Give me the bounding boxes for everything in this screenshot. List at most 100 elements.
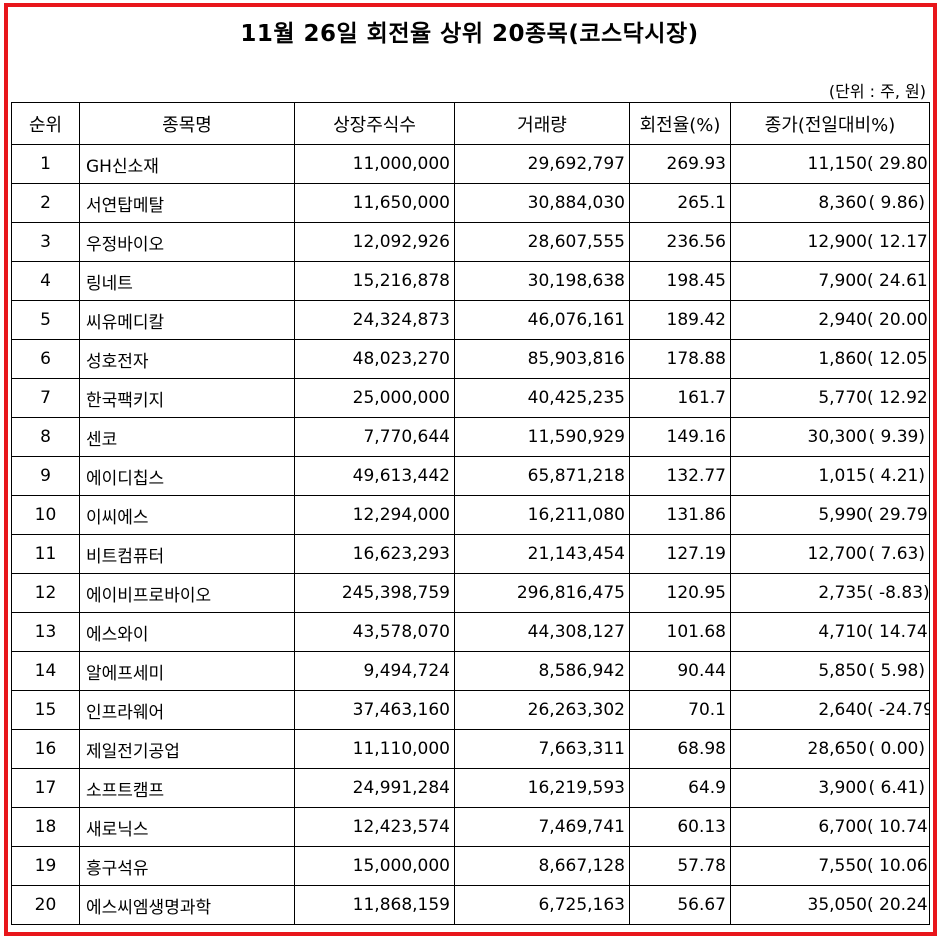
table-row: 9 에이디칩스 49,613,442 65,871,218 132.77 1,015( 4…	[11, 456, 930, 496]
name-cell: 새로닉스	[79, 807, 295, 847]
rank-cell: 19	[11, 846, 80, 886]
shares-cell: 9,494,724	[294, 651, 455, 691]
name-cell: 성호전자	[79, 339, 295, 379]
price-cell: 35,050( 20.24)	[730, 885, 930, 925]
turnover-cell: 101.68	[629, 612, 731, 652]
close-price: 2,940	[818, 310, 867, 330]
change-percent: ( 20.00)	[867, 310, 930, 330]
close-price: 12,700	[807, 544, 867, 564]
change-percent: ( 0.00)	[868, 739, 925, 759]
shares-cell: 16,623,293	[294, 534, 455, 574]
price-cell: 3,900( 6.41)	[730, 768, 930, 808]
change-percent: ( -24.79)	[867, 700, 929, 720]
name-cell: 에이비프로바이오	[79, 573, 295, 613]
volume-cell: 40,425,235	[454, 378, 630, 418]
rank-cell: 6	[11, 339, 80, 379]
rank-cell: 11	[11, 534, 80, 574]
table-row: 18 새로닉스 12,423,574 7,469,741 60.13 6,700( 10.…	[11, 807, 930, 847]
close-price: 11,150	[807, 154, 867, 174]
rank-cell: 10	[11, 495, 80, 535]
volume-cell: 16,219,593	[454, 768, 630, 808]
table-row: 7 한국팩키지 25,000,000 40,425,235 161.7 5,770( 12…	[11, 378, 930, 418]
close-price: 7,550	[818, 856, 867, 876]
table-row: 15 인프라웨어 37,463,160 26,263,302 70.1 2,640( -2…	[11, 690, 930, 730]
rank-cell: 1	[11, 144, 80, 184]
table-row: 20 에스씨엠생명과학 11,868,159 6,725,163 56.67 35,050…	[11, 885, 930, 925]
price-cell: 12,700( 7.63)	[730, 534, 930, 574]
rank-cell: 18	[11, 807, 80, 847]
page-title: 11월 26일 회전율 상위 20종목(코스닥시장)	[240, 21, 699, 47]
close-price: 2,735	[818, 583, 867, 603]
unit-note: (단위 : 주, 원)	[828, 82, 926, 101]
change-percent: ( 10.06)	[867, 856, 930, 876]
name-cell: 링네트	[79, 261, 295, 301]
volume-cell: 16,211,080	[454, 495, 630, 535]
shares-cell: 12,423,574	[294, 807, 455, 847]
turnover-cell: 64.9	[629, 768, 731, 808]
header-volume: 거래량	[454, 102, 630, 145]
turnover-cell: 269.93	[629, 144, 731, 184]
rank-cell: 3	[11, 222, 80, 262]
turnover-cell: 161.7	[629, 378, 731, 418]
name-cell: 센코	[79, 417, 295, 457]
volume-cell: 30,198,638	[454, 261, 630, 301]
rank-cell: 14	[11, 651, 80, 691]
turnover-cell: 131.86	[629, 495, 731, 535]
table-row: 10 이씨에스 12,294,000 16,211,080 131.86 5,990( 2…	[11, 495, 930, 535]
close-price: 30,300	[807, 427, 867, 447]
name-cell: 비트컴퓨터	[79, 534, 295, 574]
change-percent: ( 4.21)	[868, 466, 925, 486]
close-price: 5,850	[818, 661, 867, 681]
header-turnover: 회전율(%)	[629, 102, 731, 145]
table-body: 1 GH신소재 11,000,000 29,692,797 269.93 11,150( …	[11, 144, 930, 925]
table-row: 19 흥구석유 15,000,000 8,667,128 57.78 7,550( 10.…	[11, 846, 930, 886]
rank-cell: 9	[11, 456, 80, 496]
turnover-cell: 70.1	[629, 690, 731, 730]
change-percent: ( 29.79)	[867, 505, 930, 525]
table-row: 11 비트컴퓨터 16,623,293 21,143,454 127.19 12,700(…	[11, 534, 930, 574]
price-cell: 5,850( 5.98)	[730, 651, 930, 691]
price-cell: 28,650( 0.00)	[730, 729, 930, 769]
name-cell: 에스와이	[79, 612, 295, 652]
rank-cell: 12	[11, 573, 80, 613]
close-price: 5,990	[818, 505, 867, 525]
shares-cell: 11,650,000	[294, 183, 455, 223]
header-shares: 상장주식수	[294, 102, 455, 145]
volume-cell: 7,663,311	[454, 729, 630, 769]
rank-cell: 5	[11, 300, 80, 340]
name-cell: 서연탑메탈	[79, 183, 295, 223]
price-cell: 2,735( -8.83)	[730, 573, 930, 613]
volume-cell: 21,143,454	[454, 534, 630, 574]
shares-cell: 12,092,926	[294, 222, 455, 262]
change-percent: ( 29.80)	[867, 154, 930, 174]
volume-cell: 44,308,127	[454, 612, 630, 652]
price-cell: 7,900( 24.61)	[730, 261, 930, 301]
table-row: 13 에스와이 43,578,070 44,308,127 101.68 4,710( 1…	[11, 612, 930, 652]
turnover-cell: 132.77	[629, 456, 731, 496]
volume-cell: 85,903,816	[454, 339, 630, 379]
shares-cell: 245,398,759	[294, 573, 455, 613]
table-row: 8 센코 7,770,644 11,590,929 149.16 30,300( 9.39…	[11, 417, 930, 457]
turnover-cell: 149.16	[629, 417, 731, 457]
price-cell: 8,360( 9.86)	[730, 183, 930, 223]
rank-cell: 13	[11, 612, 80, 652]
name-cell: 에이디칩스	[79, 456, 295, 496]
change-percent: ( 24.61)	[867, 271, 930, 291]
table-row: 3 우정바이오 12,092,926 28,607,555 236.56 12,900( …	[11, 222, 930, 262]
name-cell: GH신소재	[79, 144, 295, 184]
rank-cell: 8	[11, 417, 80, 457]
close-price: 7,900	[818, 271, 867, 291]
change-percent: ( 12.05)	[867, 349, 930, 369]
price-cell: 5,990( 29.79)	[730, 495, 930, 535]
header-name: 종목명	[79, 102, 295, 145]
name-cell: 이씨에스	[79, 495, 295, 535]
price-cell: 4,710( 14.74)	[730, 612, 930, 652]
close-price: 1,860	[818, 349, 867, 369]
price-cell: 11,150( 29.80)	[730, 144, 930, 184]
table-row: 14 알에프세미 9,494,724 8,586,942 90.44 5,850( 5.9…	[11, 651, 930, 691]
close-price: 8,360	[818, 193, 867, 213]
shares-cell: 7,770,644	[294, 417, 455, 457]
price-cell: 1,015( 4.21)	[730, 456, 930, 496]
close-price: 1,015	[818, 466, 867, 486]
close-price: 6,700	[818, 817, 867, 837]
